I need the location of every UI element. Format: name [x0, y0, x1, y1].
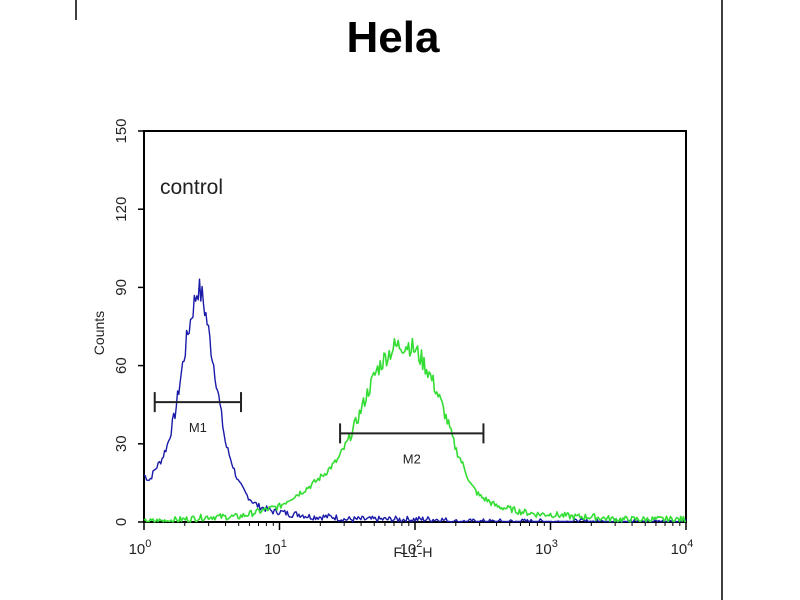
- marker-label: M2: [403, 451, 421, 466]
- x-tick-label: 104: [671, 538, 694, 558]
- gate-markers: M1 M2: [153, 392, 485, 466]
- control-annotation: control: [160, 176, 223, 199]
- x-tick-label: 100: [129, 538, 152, 558]
- y-tick-label: 150: [113, 118, 130, 143]
- x-axis-label: FL1-H: [394, 544, 433, 560]
- marker-label: M1: [189, 420, 207, 435]
- y-tick-label: 0: [113, 518, 130, 526]
- chart-title: Hela: [347, 13, 440, 62]
- x-tick-label: 101: [264, 538, 287, 558]
- y-tick-label: 120: [113, 197, 130, 222]
- y-axis-label: Counts: [91, 311, 107, 355]
- series-line-2: [143, 337, 687, 523]
- y-tick-label: 90: [113, 279, 130, 296]
- series-line-1: [143, 278, 687, 523]
- y-tick-label: 60: [113, 357, 130, 374]
- series-lines: [143, 278, 687, 523]
- y-tick-label: 30: [113, 435, 130, 452]
- x-tick-label: 103: [535, 538, 558, 558]
